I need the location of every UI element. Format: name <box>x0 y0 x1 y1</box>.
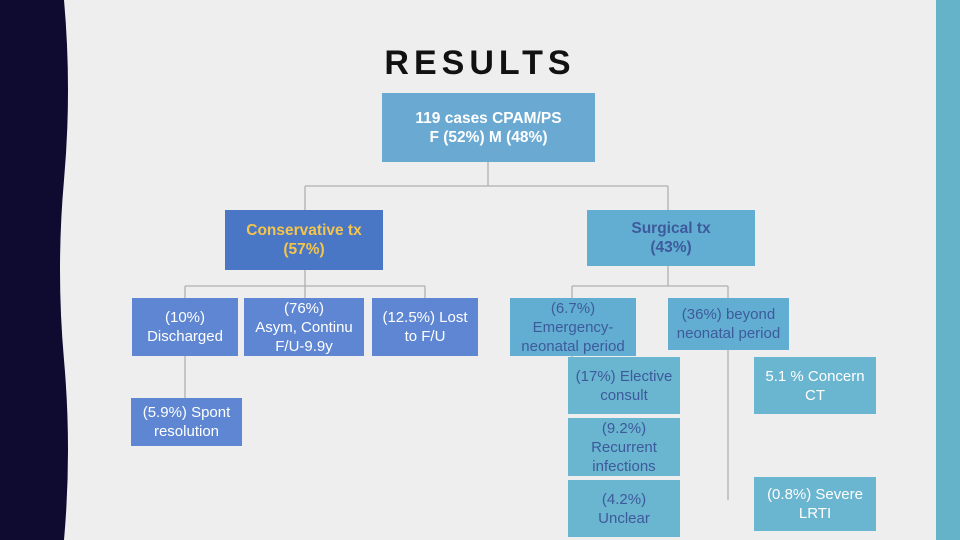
discharged-line1: (10%) <box>164 309 205 326</box>
recurrent-infections-line3: infections <box>592 457 656 475</box>
beyond-neonatal-line1: (36%) beyond <box>681 306 776 323</box>
lost-followup-line2: to F/U <box>404 328 446 345</box>
severe-lrti-line2: LRTI <box>798 505 832 522</box>
emergency-line2: Emergency- <box>532 318 614 336</box>
spontaneous-resolution-line1: (5.9%) Spont <box>142 404 231 421</box>
lost-followup-node: (12.5%) Lost to F/U <box>372 298 478 356</box>
asymptomatic-line3: F/U-9.9y <box>275 337 333 355</box>
beyond-neonatal-node: (36%) beyond neonatal period <box>668 298 789 350</box>
concern-ct-line2: CT <box>804 386 825 404</box>
elective-consult-line1: (17%) Elective <box>575 367 673 385</box>
elective-consult-node: (17%) Elective consult <box>568 357 680 414</box>
spontaneous-resolution-node: (5.9%) Spont resolution <box>131 398 242 446</box>
unclear-line2: Unclear <box>598 509 650 527</box>
conservative-node: Conservative tx (57%) <box>225 210 383 270</box>
surgical-line1: Surgical tx <box>631 220 711 237</box>
emergency-line3: neonatal period <box>521 337 625 355</box>
recurrent-infections-node: (9.2%) Recurrent infections <box>568 418 680 476</box>
unclear-line1: (4.2%) <box>601 490 647 508</box>
emergency-line1: (6.7%) <box>550 299 596 317</box>
discharged-line2: Discharged <box>147 328 223 345</box>
elective-consult-line2: consult <box>600 386 648 404</box>
recurrent-infections-line2: Recurrent <box>591 438 657 456</box>
severe-lrti-line1: (0.8%) Severe <box>767 486 863 503</box>
beyond-neonatal-line2: neonatal period <box>676 325 781 342</box>
root-line2: F (52%) M (48%) <box>429 128 548 146</box>
unclear-node: (4.2%) Unclear <box>568 480 680 537</box>
lost-followup-line1: (12.5%) Lost <box>382 309 468 326</box>
conservative-line1: Conservative tx <box>246 222 362 239</box>
asymptomatic-line2: Asym, Continu <box>255 318 353 336</box>
surgical-node: Surgical tx (43%) <box>587 210 755 266</box>
recurrent-infections-line1: (9.2%) <box>601 419 647 437</box>
left-dark-band <box>0 0 68 540</box>
conservative-line2: (57%) <box>283 241 325 258</box>
asymptomatic-node: (76%) Asym, Continu F/U-9.9y <box>244 298 364 356</box>
right-teal-band <box>936 0 960 540</box>
spontaneous-resolution-line2: resolution <box>153 423 220 440</box>
concern-ct-line1: 5.1 % Concern <box>765 367 865 385</box>
surgical-line2: (43%) <box>650 239 692 256</box>
root-node: 119 cases CPAM/PS F (52%) M (48%) <box>382 93 595 162</box>
concern-ct-node: 5.1 % Concern CT <box>754 357 876 414</box>
root-line1: 119 cases CPAM/PS <box>415 109 562 127</box>
slide-title: RESULTS <box>384 44 576 82</box>
emergency-node: (6.7%) Emergency- neonatal period <box>510 298 636 356</box>
severe-lrti-node: (0.8%) Severe LRTI <box>754 477 876 531</box>
discharged-node: (10%) Discharged <box>132 298 238 356</box>
asymptomatic-line1: (76%) <box>283 299 324 317</box>
